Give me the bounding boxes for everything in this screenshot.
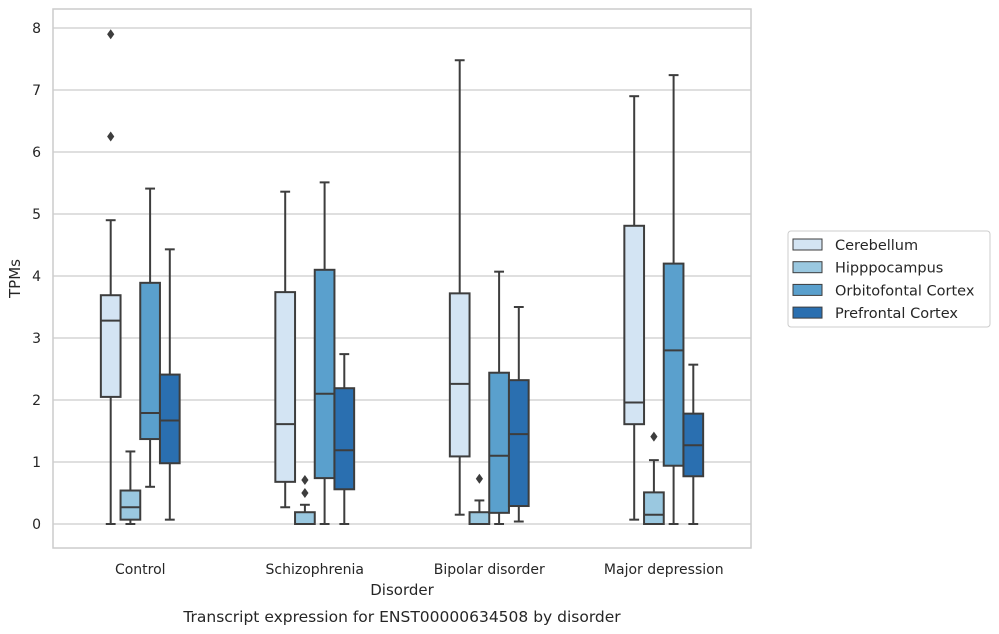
- plot-area-frame: [52, 8, 752, 549]
- box-iqr: [623, 224, 646, 426]
- y-tick-label: 2: [32, 393, 41, 409]
- box-iqr: [643, 491, 665, 526]
- box-element: [294, 474, 316, 525]
- box-element: [643, 431, 665, 526]
- outlier-point: [107, 131, 115, 142]
- box-iqr: [507, 379, 530, 508]
- box-element: [313, 181, 336, 525]
- box-element: [99, 29, 122, 525]
- legend-item: Cerebellum: [792, 238, 918, 254]
- legend-swatch: [792, 306, 823, 319]
- series-group: [119, 431, 665, 526]
- x-tick-label: Bipolar disorder: [434, 562, 545, 578]
- legend-frame: [787, 230, 991, 328]
- y-tick-label: 1: [32, 455, 41, 471]
- box-element: [662, 74, 685, 525]
- box-element: [682, 363, 705, 525]
- box-element: [507, 306, 530, 523]
- legend-label: Orbitofontal Cortex: [835, 283, 975, 299]
- y-axis-label: TPMs: [6, 259, 24, 299]
- y-tick-label: 8: [32, 21, 41, 37]
- y-tick-label: 5: [32, 207, 41, 223]
- y-tick-label: 0: [32, 517, 41, 533]
- box-iqr: [119, 489, 142, 521]
- box-element: [158, 248, 181, 521]
- box-element: [623, 95, 646, 521]
- legend-item: Hipppocampus: [792, 261, 943, 277]
- y-tick-label: 4: [32, 269, 41, 285]
- legend-swatch: [792, 261, 823, 274]
- box-element: [139, 187, 161, 488]
- legend-label: Prefrontal Cortex: [835, 306, 958, 322]
- box-iqr: [158, 373, 181, 465]
- x-tick-label: Control: [115, 562, 166, 578]
- outlier-point: [475, 473, 483, 484]
- box-element: [333, 353, 356, 525]
- box-iqr: [448, 292, 471, 458]
- legend-swatch: [792, 283, 823, 296]
- series-group: [139, 74, 685, 525]
- x-axis-label: Disorder: [370, 581, 434, 599]
- box-element: [119, 450, 142, 525]
- box-iqr: [274, 291, 297, 483]
- box-iqr: [662, 262, 685, 467]
- chart-caption: Transcript expression for ENST0000063450…: [182, 608, 621, 626]
- box-element: [468, 473, 491, 525]
- box-groups: [99, 29, 705, 526]
- box-iqr: [313, 268, 336, 480]
- legend-item: Orbitofontal Cortex: [792, 283, 975, 299]
- y-tick-label: 3: [32, 331, 41, 347]
- outlier-point: [650, 431, 658, 442]
- box-iqr: [333, 387, 356, 491]
- y-tick-label: 7: [32, 83, 41, 99]
- legend-label: Hipppocampus: [835, 261, 943, 277]
- series-group: [99, 29, 646, 525]
- legend-swatch: [792, 238, 823, 251]
- box-iqr: [488, 371, 510, 514]
- series-group: [158, 248, 705, 525]
- box-iqr: [468, 511, 491, 525]
- x-tick-label: Major depression: [604, 562, 724, 578]
- x-tick-label: Schizophrenia: [266, 562, 364, 578]
- grid-lines: [53, 27, 751, 525]
- x-axis-ticks: Control Schizophrenia Bipolar disorder Majo…: [115, 562, 724, 578]
- box-iqr: [99, 294, 122, 398]
- legend: Cerebellum Hipppocampus Orbitofontal Corte…: [787, 230, 991, 328]
- y-tick-label: 6: [32, 145, 41, 161]
- box-element: [488, 270, 510, 525]
- outlier-point: [107, 29, 115, 40]
- y-axis-ticks: 0 1 2 3 4 5 6 7 8: [32, 21, 41, 533]
- box-iqr: [294, 511, 316, 525]
- outlier-point: [301, 474, 309, 485]
- legend-label: Cerebellum: [835, 238, 918, 254]
- box-iqr: [139, 281, 161, 441]
- box-element: [448, 59, 471, 516]
- outlier-point: [301, 488, 309, 498]
- box-element: [274, 190, 297, 509]
- legend-item: Prefrontal Cortex: [792, 306, 958, 322]
